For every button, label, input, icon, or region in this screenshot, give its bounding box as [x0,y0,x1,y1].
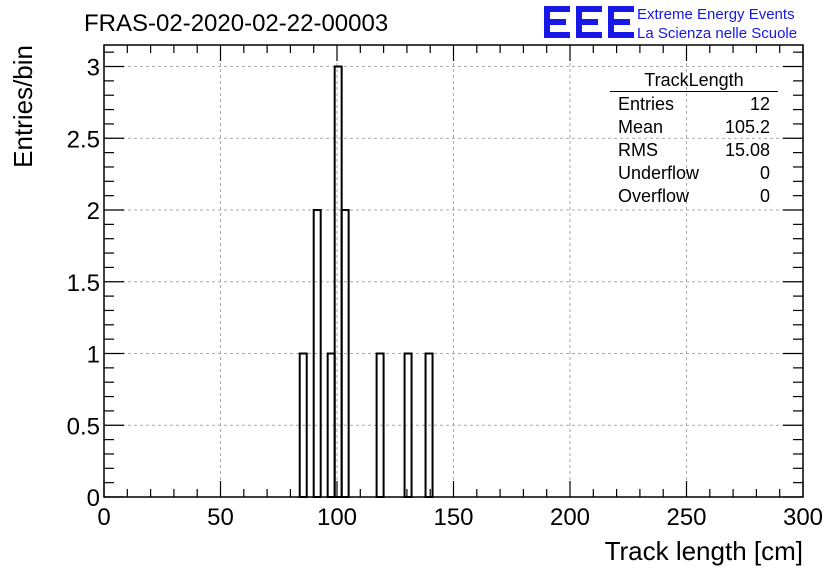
x-tick-label: 150 [433,504,473,531]
y-tick-label: 2 [87,198,100,225]
stats-row: Entries 12 [610,93,778,116]
stats-row: Overflow 0 [610,185,778,208]
plot-title: FRAS-02-2020-02-22-00003 [84,10,389,37]
x-tick-label: 0 [97,504,110,531]
x-tick-label: 100 [317,504,357,531]
stats-value: 105.2 [724,117,770,137]
x-tick-label: 250 [666,504,706,531]
stats-value: 12 [749,94,770,114]
x-tick-label: 200 [550,504,590,531]
y-tick-label: 2.5 [67,126,100,153]
logo-caption: Extreme Energy Events La Scienza nelle S… [637,5,797,43]
logo-line-1: Extreme Energy Events [637,6,795,23]
y-axis-label: Entries/bin [8,45,38,168]
stats-box: TrackLength Entries 12 Mean 105.2 RMS 15.08 Un… [610,70,778,208]
y-tick-label: 0 [87,485,100,512]
stats-row: Underflow 0 [610,162,778,185]
stats-row: Mean 105.2 [610,116,778,139]
stats-rows: Entries 12 Mean 105.2 RMS 15.08 Underflow 0 Over… [610,93,778,208]
y-tick-label: 0.5 [67,413,100,440]
x-tick-label: 50 [207,504,234,531]
y-tick-label: 3 [87,55,100,82]
x-axis-label: Track length [cm] [605,536,803,566]
y-tick-label: 1.5 [67,270,100,297]
stats-value: 0 [759,163,770,183]
stats-value: 0 [759,186,770,206]
logo-line-2: La Scienza nelle Scuole [637,25,798,42]
stats-label: Overflow [618,186,690,206]
y-tick-label: 1 [87,342,100,369]
stats-value: 15.08 [724,140,770,160]
stats-row: RMS 15.08 [610,139,778,162]
eee-logo [544,6,634,38]
stats-label: RMS [618,140,658,160]
stats-label: Underflow [618,163,700,183]
stats-label: Entries [618,94,675,114]
x-tick-label: 300 [783,504,823,531]
stats-title: TrackLength [610,70,778,92]
stats-label: Mean [618,117,664,137]
